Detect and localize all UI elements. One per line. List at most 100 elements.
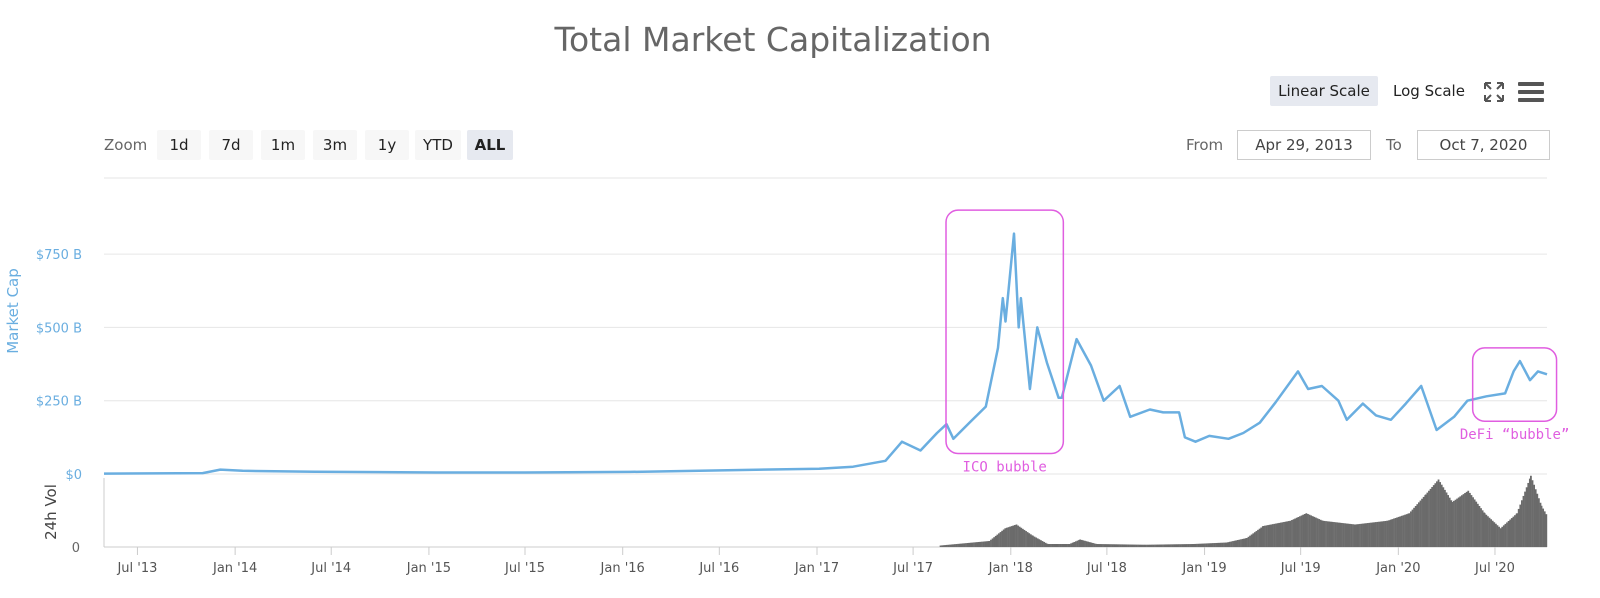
volume-bar	[1434, 483, 1437, 547]
zoom-1d-button[interactable]: 1d	[157, 130, 201, 160]
volume-bar	[1483, 513, 1486, 547]
volume-bar	[1271, 524, 1274, 547]
volume-bar	[1382, 521, 1385, 547]
volume-bar	[1300, 515, 1303, 547]
volume-bar	[1119, 544, 1122, 547]
zoom-3m-button[interactable]: 3m	[313, 130, 357, 160]
zoom-1y-button[interactable]: 1y	[365, 130, 409, 160]
volume-bar	[1348, 523, 1351, 547]
volume-bar	[1228, 541, 1231, 547]
volume-bar	[1111, 544, 1114, 547]
zoom-label: Zoom	[104, 136, 148, 154]
volume-bar	[1043, 541, 1045, 547]
volume-bar	[991, 538, 994, 547]
volume-bar	[1536, 493, 1539, 547]
volume-bar	[1033, 536, 1036, 547]
volume-bar	[1464, 493, 1466, 547]
volume-bar	[1241, 538, 1244, 547]
expand-arrows-icon[interactable]	[1482, 80, 1506, 108]
from-label: From	[1186, 136, 1224, 154]
volume-bar	[1025, 531, 1027, 547]
volume-bar	[1325, 521, 1327, 547]
volume-bar	[1010, 526, 1013, 547]
volume-bar	[1213, 543, 1216, 547]
volume-bar	[979, 541, 982, 547]
volume-bar	[1437, 479, 1440, 547]
volume-bar	[1184, 544, 1187, 547]
volume-bar	[1255, 531, 1258, 547]
volume-bar	[957, 543, 959, 547]
volume-bar	[1053, 544, 1056, 547]
volume-bar	[1386, 520, 1389, 547]
volume-bar	[1311, 516, 1314, 547]
zoom-7d-button[interactable]: 7d	[209, 130, 253, 160]
to-date-input[interactable]: Oct 7, 2020	[1417, 130, 1550, 160]
volume-bar	[1150, 544, 1153, 547]
linear-scale-button[interactable]: Linear Scale	[1270, 76, 1378, 106]
annotation-box	[945, 209, 1065, 455]
volume-bar	[969, 542, 972, 547]
volume-bar	[941, 545, 944, 547]
volume-bar	[1160, 544, 1163, 547]
volume-bar	[965, 543, 967, 547]
volume-bar	[1299, 516, 1301, 547]
x-tick-label: Jul '13	[116, 561, 157, 576]
volume-bar	[1459, 496, 1462, 547]
volume-bar	[1144, 544, 1147, 547]
volume-bar	[1543, 511, 1546, 547]
volume-bar	[1426, 492, 1429, 547]
volume-bar	[1187, 544, 1190, 547]
volume-bar	[1166, 544, 1169, 547]
zoom-ytd-button[interactable]: YTD	[415, 130, 461, 160]
zoom-all-button[interactable]: ALL	[467, 130, 513, 160]
volume-bar	[1178, 544, 1180, 547]
volume-bar	[973, 542, 975, 547]
volume-bar	[1211, 543, 1214, 547]
volume-bar	[1354, 524, 1357, 547]
y-axis-title: Market Cap	[4, 268, 22, 354]
log-scale-button[interactable]: Log Scale	[1393, 82, 1465, 100]
volume-bar	[1244, 538, 1247, 547]
volume-bar	[1028, 533, 1031, 547]
volume-bar	[1476, 503, 1479, 547]
volume-bar	[1135, 544, 1138, 547]
volume-bar	[1472, 497, 1474, 547]
volume-bar	[1001, 530, 1004, 547]
x-tick-label: Jan '16	[600, 561, 645, 576]
volume-bar	[1264, 525, 1266, 547]
volume-bar	[1252, 533, 1255, 547]
volume-bar	[1130, 544, 1133, 547]
volume-bar	[1257, 529, 1259, 547]
volume-bar	[1318, 519, 1320, 547]
volume-bar	[1451, 502, 1454, 547]
volume-bar	[949, 544, 952, 547]
volume-bar	[960, 543, 963, 547]
volume-bar	[1475, 501, 1478, 547]
volume-bar	[999, 532, 1002, 547]
volume-bar	[1507, 520, 1510, 547]
volume-bar	[1522, 495, 1525, 547]
volume-bar	[1236, 540, 1239, 547]
hamburger-menu-icon[interactable]	[1518, 81, 1544, 107]
zoom-1m-button[interactable]: 1m	[261, 130, 305, 160]
volume-bar	[974, 542, 977, 547]
volume-bar	[976, 542, 979, 547]
volume-bar	[1473, 499, 1476, 547]
volume-bar	[1408, 513, 1411, 547]
from-date-input[interactable]: Apr 29, 2013	[1237, 130, 1371, 160]
volume-bar	[1200, 543, 1203, 547]
volume-bar	[1093, 543, 1096, 547]
volume-bar	[1238, 539, 1241, 547]
volume-bar	[1108, 544, 1111, 547]
volume-bar	[1428, 490, 1430, 547]
volume-bar	[1124, 544, 1127, 547]
volume-bar	[1504, 523, 1507, 547]
volume-bar	[1146, 544, 1148, 547]
volume-bar	[1334, 522, 1337, 547]
volume-bar	[1176, 544, 1179, 547]
volume-bar	[1168, 544, 1171, 547]
volume-bar	[1321, 520, 1324, 547]
volume-bar	[1245, 538, 1248, 547]
volume-bar	[1494, 523, 1497, 547]
